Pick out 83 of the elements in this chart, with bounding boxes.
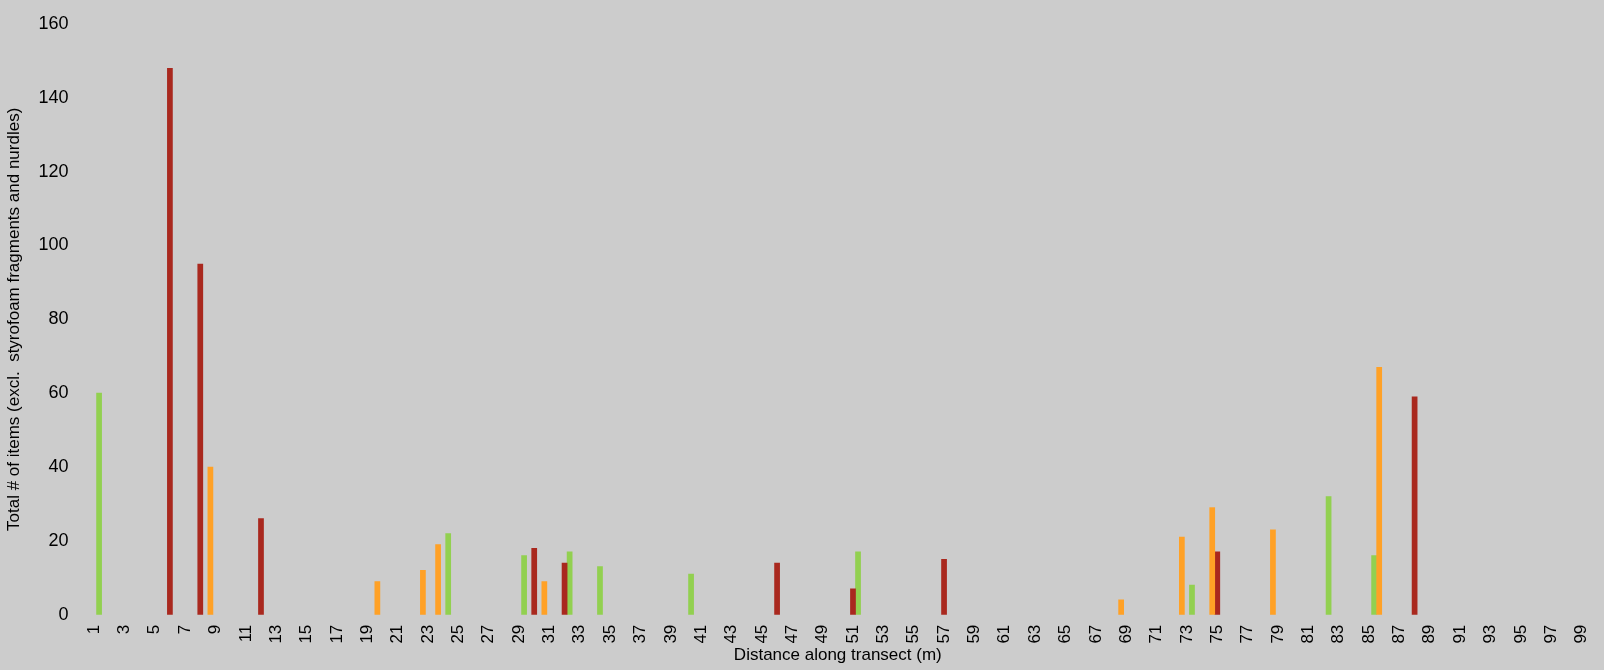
x-tick-label: 99: [1571, 624, 1591, 644]
x-tick-label: 75: [1206, 624, 1226, 644]
x-tick-label: 89: [1419, 624, 1439, 644]
y-axis-title: Total # of items (excl. styrofoam fragments and nurdles): [3, 107, 23, 531]
x-tick-label: 17: [326, 624, 346, 644]
bar: [1270, 529, 1276, 615]
y-tick-label: 120: [38, 160, 69, 181]
x-tick-label: 19: [356, 624, 376, 644]
bar: [1376, 367, 1383, 615]
x-tick-label: 65: [1055, 624, 1075, 644]
y-tick-label: 40: [48, 455, 69, 476]
y-tick-label: 20: [48, 529, 69, 550]
y-tick-label: 160: [38, 12, 69, 33]
x-tick-label: 5: [144, 624, 164, 635]
x-tick-label: 81: [1298, 624, 1318, 644]
x-tick-label: 83: [1328, 624, 1348, 644]
x-tick-label: 79: [1267, 624, 1287, 644]
x-tick-label: 93: [1480, 624, 1500, 644]
x-tick-label: 69: [1115, 624, 1135, 644]
bar: [420, 570, 426, 615]
bar: [1209, 507, 1216, 615]
x-tick-label: 1: [83, 624, 103, 635]
x-tick-label: 49: [812, 624, 832, 644]
x-tick-label: 41: [690, 624, 710, 644]
x-tick-label: 55: [903, 624, 923, 644]
bar: [774, 562, 780, 615]
x-tick-label: 23: [417, 624, 437, 644]
x-tick-label: 27: [478, 624, 498, 644]
x-tick-label: 73: [1176, 624, 1196, 644]
bar: [531, 547, 538, 615]
bar: [688, 573, 694, 615]
x-tick-label: 67: [1085, 624, 1105, 644]
bar: [941, 558, 947, 615]
x-tick-label: 37: [630, 624, 650, 644]
x-tick-label: 31: [539, 624, 559, 644]
bar: [521, 555, 527, 615]
x-tick-label: 43: [721, 624, 741, 644]
x-tick-label: 59: [964, 624, 984, 644]
x-tick-label: 7: [174, 624, 194, 635]
x-tick-label: 51: [842, 624, 862, 644]
x-tick-label: 39: [660, 624, 680, 644]
bar: [855, 551, 861, 615]
bar: [597, 566, 603, 615]
x-tick-label: 71: [1146, 624, 1166, 644]
x-tick-label: 15: [296, 624, 316, 644]
bar: [850, 588, 856, 615]
x-tick-label: 57: [933, 624, 953, 644]
bar: [435, 544, 441, 615]
bar: [1189, 584, 1195, 615]
bar: [167, 67, 173, 615]
bar: [1118, 599, 1125, 615]
x-tick-label: 95: [1510, 624, 1530, 644]
x-tick-label: 77: [1237, 624, 1257, 644]
bar: [258, 518, 264, 615]
y-tick-label: 100: [38, 234, 69, 255]
x-tick-label: 21: [387, 624, 407, 644]
x-tick-label: 61: [994, 624, 1014, 644]
x-tick-label: 35: [599, 624, 619, 644]
x-tick-label: 47: [781, 624, 801, 644]
bar: [96, 392, 102, 615]
bar: [445, 533, 452, 615]
x-tick-label: 85: [1358, 624, 1378, 644]
x-tick-label: 45: [751, 624, 771, 644]
x-axis-title: Distance along transect (m): [733, 645, 942, 665]
x-tick-label: 11: [235, 624, 255, 643]
y-tick-label: 60: [48, 382, 69, 403]
y-tick-label: 0: [58, 603, 69, 624]
y-tick-label: 80: [48, 308, 69, 329]
y-tick-label: 140: [38, 86, 69, 107]
x-tick-label: 25: [448, 624, 468, 644]
bar: [541, 581, 548, 615]
x-tick-label: 33: [569, 624, 589, 644]
bar: [1179, 536, 1185, 615]
x-tick-label: 63: [1024, 624, 1044, 644]
x-tick-label: 29: [508, 624, 528, 644]
x-tick-label: 3: [114, 624, 134, 635]
x-tick-label: 91: [1449, 624, 1469, 644]
x-tick-label: 97: [1540, 624, 1560, 644]
x-tick-label: 9: [205, 624, 225, 635]
x-tick-label: 13: [265, 624, 285, 644]
x-tick-label: 87: [1389, 624, 1409, 644]
bar: [197, 263, 204, 615]
x-tick-label: 53: [873, 624, 893, 644]
